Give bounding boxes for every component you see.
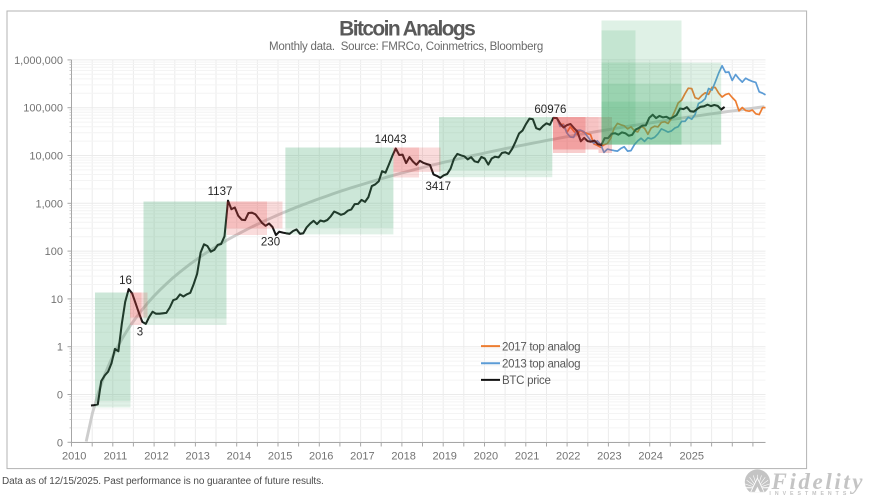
svg-text:230: 230 xyxy=(261,237,280,249)
svg-text:2024: 2024 xyxy=(638,451,662,463)
svg-text:2012: 2012 xyxy=(144,451,168,463)
svg-text:10,000: 10,000 xyxy=(29,151,63,163)
svg-text:2020: 2020 xyxy=(474,451,498,463)
svg-text:1,000: 1,000 xyxy=(35,198,63,210)
svg-text:100: 100 xyxy=(45,246,63,258)
svg-text:2021: 2021 xyxy=(515,451,539,463)
svg-text:2017: 2017 xyxy=(350,451,374,463)
svg-text:16: 16 xyxy=(119,275,132,287)
svg-text:0: 0 xyxy=(57,437,63,449)
svg-text:100,000: 100,000 xyxy=(23,103,63,115)
svg-text:14043: 14043 xyxy=(375,134,407,146)
svg-text:10: 10 xyxy=(51,294,63,306)
svg-text:2025: 2025 xyxy=(680,451,704,463)
svg-text:BTC price: BTC price xyxy=(502,375,551,387)
svg-text:1,000,000: 1,000,000 xyxy=(14,55,63,67)
svg-text:INVESTMENTS: INVESTMENTS xyxy=(769,491,850,497)
svg-text:2014: 2014 xyxy=(227,451,251,463)
svg-text:3417: 3417 xyxy=(426,181,452,193)
svg-text:2022: 2022 xyxy=(556,451,580,463)
svg-text:2017 top analog: 2017 top analog xyxy=(502,341,580,353)
svg-text:2013 top analog: 2013 top analog xyxy=(502,359,580,371)
svg-text:2010: 2010 xyxy=(62,451,86,463)
svg-text:Bitcoin Analogs: Bitcoin Analogs xyxy=(339,18,475,41)
svg-text:0: 0 xyxy=(57,390,63,402)
svg-text:2011: 2011 xyxy=(104,451,128,463)
svg-text:2013: 2013 xyxy=(185,451,209,463)
svg-text:2015: 2015 xyxy=(268,451,292,463)
svg-text:2016: 2016 xyxy=(309,451,333,463)
svg-text:2023: 2023 xyxy=(597,451,621,463)
svg-text:2018: 2018 xyxy=(391,451,415,463)
svg-text:2019: 2019 xyxy=(432,451,456,463)
svg-text:1: 1 xyxy=(57,342,63,354)
svg-text:Monthly data. Source: FMRCo,: Monthly data. Source: FMRCo, Coinmetrics… xyxy=(269,41,543,53)
svg-text:Data as of 12/15/2025. Past pe: Data as of 12/15/2025. Past performance … xyxy=(2,476,324,487)
svg-text:60976: 60976 xyxy=(534,104,566,116)
svg-text:3: 3 xyxy=(137,327,143,339)
svg-text:Fidelity: Fidelity xyxy=(771,469,866,494)
svg-text:1137: 1137 xyxy=(208,186,233,198)
